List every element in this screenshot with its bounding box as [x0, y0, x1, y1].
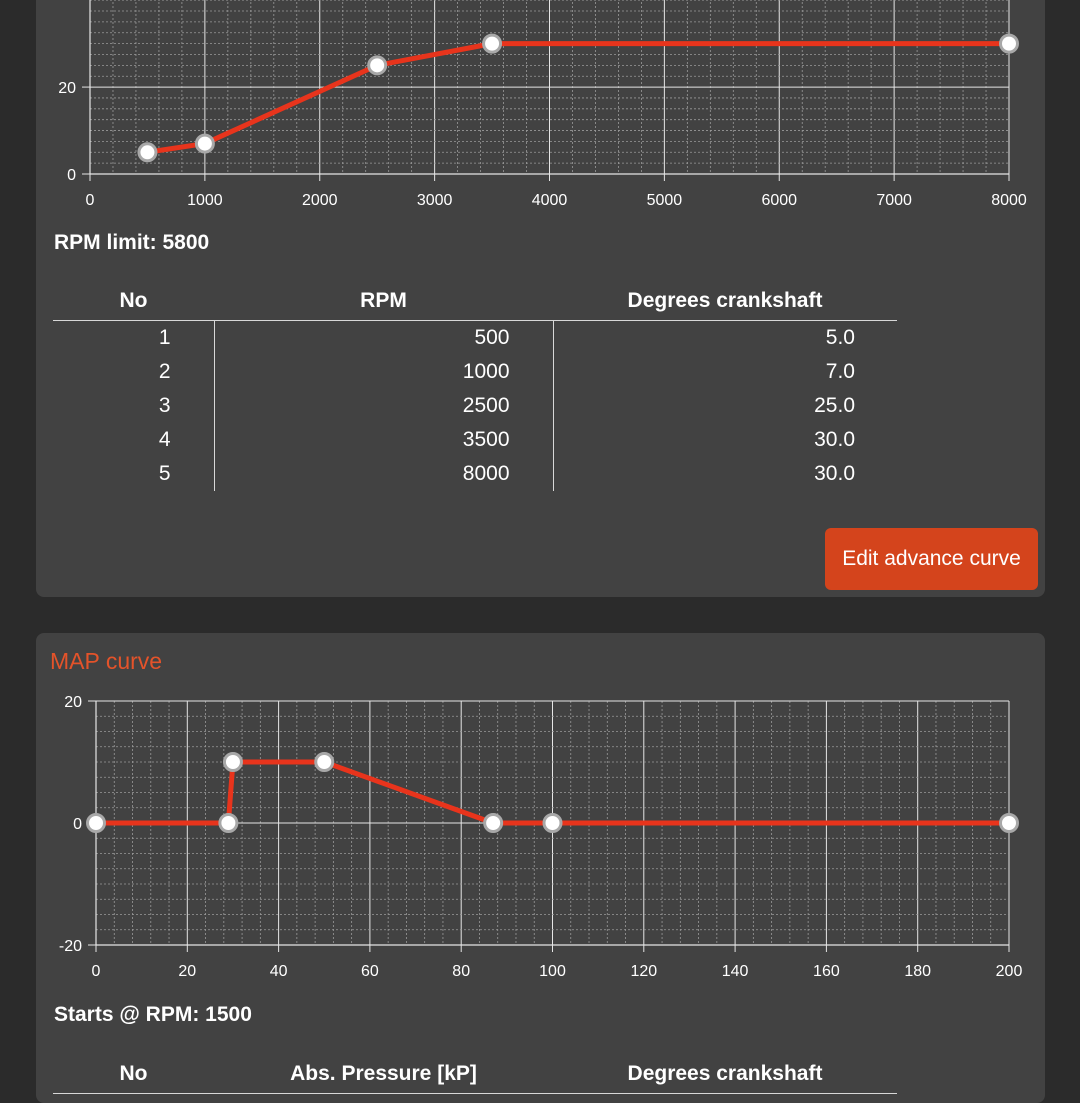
cell-no: 4 [158, 427, 171, 451]
cell-degrees: 30.0 [552, 422, 897, 457]
column-header-no: No [53, 1059, 214, 1094]
cell-rpm: 3500 [213, 422, 553, 457]
x-tick-label: 4000 [532, 192, 568, 209]
data-point [222, 752, 243, 772]
data-point [482, 33, 503, 54]
table-row[interactable]: 5 8000 30.0 [53, 456, 897, 491]
column-header-degrees: Degrees crankshaft [553, 286, 897, 321]
x-tick-label: 160 [813, 963, 840, 980]
cell-degrees: 5.0 [552, 320, 897, 355]
x-tick-label: 200 [996, 963, 1023, 980]
y-tick-label: 20 [58, 80, 76, 97]
cell-degrees: 25.0 [552, 388, 897, 423]
x-tick-label: 180 [904, 963, 931, 980]
advance-curve-table: No RPM Degrees crankshaft 1 500 5.0 2 10… [53, 286, 897, 491]
x-tick-label: 80 [452, 963, 470, 980]
cell-degrees: 7.0 [552, 354, 897, 389]
column-header-degrees: Degrees crankshaft [553, 1059, 897, 1094]
y-tick-label: 0 [67, 167, 76, 184]
chart-grid [89, 0, 1010, 175]
x-tick-label: 3000 [417, 192, 453, 209]
map-curve-table: No Abs. Pressure [kP] Degrees crankshaft [53, 1059, 897, 1094]
table-row[interactable]: 2 1000 7.0 [53, 354, 897, 389]
column-header-rpm: RPM [214, 286, 553, 321]
data-point [999, 33, 1019, 54]
rpm-limit-label: RPM limit: 5800 [54, 231, 210, 254]
cell-no: 1 [158, 325, 171, 349]
x-tick-label: 0 [92, 963, 101, 980]
y-tick-label: 20 [64, 694, 82, 711]
cell-no: 3 [158, 393, 171, 417]
cell-rpm: 8000 [213, 456, 553, 491]
data-point [137, 142, 158, 163]
data-point [542, 813, 563, 833]
x-tick-label: 8000 [991, 192, 1027, 209]
map-curve-title: MAP curve [50, 648, 163, 674]
map-curve-chart[interactable]: 0 20 40 60 80 100 120 140 160 180 200 -20 0 20 [36, 633, 1045, 993]
x-tick-label: 1000 [187, 192, 223, 209]
data-point [367, 55, 388, 76]
data-point [483, 813, 504, 833]
data-point [314, 752, 335, 772]
cell-rpm: 1000 [213, 354, 553, 389]
advance-curve-chart[interactable]: 0 1000 2000 3000 4000 5000 6000 7000 8000 0 20 [36, 0, 1045, 215]
y-tick-label: 0 [73, 816, 82, 833]
x-tick-label: 40 [270, 963, 288, 980]
cell-rpm: 500 [213, 320, 553, 355]
y-tick-label: -20 [59, 938, 82, 955]
map-curve-card: MAP curve 0 20 40 60 80 100 120 140 160 180 200 -20… [36, 633, 1045, 1103]
x-tick-label: 20 [178, 963, 196, 980]
x-tick-label: 140 [722, 963, 749, 980]
x-tick-label: 120 [630, 963, 657, 980]
x-tick-label: 2000 [302, 192, 338, 209]
advance-curve-card: 0 1000 2000 3000 4000 5000 6000 7000 8000 0 20 RPM… [36, 0, 1045, 597]
x-tick-label: 60 [361, 963, 379, 980]
cell-no: 2 [158, 359, 171, 383]
data-point [86, 813, 106, 833]
cell-no: 5 [158, 461, 171, 485]
edit-advance-curve-button[interactable]: Edit advance curve [825, 528, 1038, 590]
data-point [999, 813, 1019, 833]
starts-at-rpm-label: Starts @ RPM: 1500 [54, 1003, 252, 1026]
x-tick-label: 0 [86, 192, 95, 209]
data-point [218, 813, 239, 833]
data-point [194, 133, 215, 154]
x-tick-label: 100 [539, 963, 566, 980]
x-tick-label: 7000 [876, 192, 912, 209]
table-row[interactable]: 1 500 5.0 [53, 320, 897, 355]
column-header-pressure: Abs. Pressure [kP] [214, 1059, 553, 1094]
table-header-row: No RPM Degrees crankshaft [53, 286, 897, 321]
x-tick-label: 5000 [647, 192, 683, 209]
table-row[interactable]: 4 3500 30.0 [53, 422, 897, 457]
x-tick-label: 6000 [761, 192, 797, 209]
cell-degrees: 30.0 [552, 456, 897, 491]
cell-rpm: 2500 [213, 388, 553, 423]
column-header-no: No [53, 286, 214, 321]
table-header-row: No Abs. Pressure [kP] Degrees crankshaft [53, 1059, 897, 1094]
table-row[interactable]: 3 2500 25.0 [53, 388, 897, 423]
